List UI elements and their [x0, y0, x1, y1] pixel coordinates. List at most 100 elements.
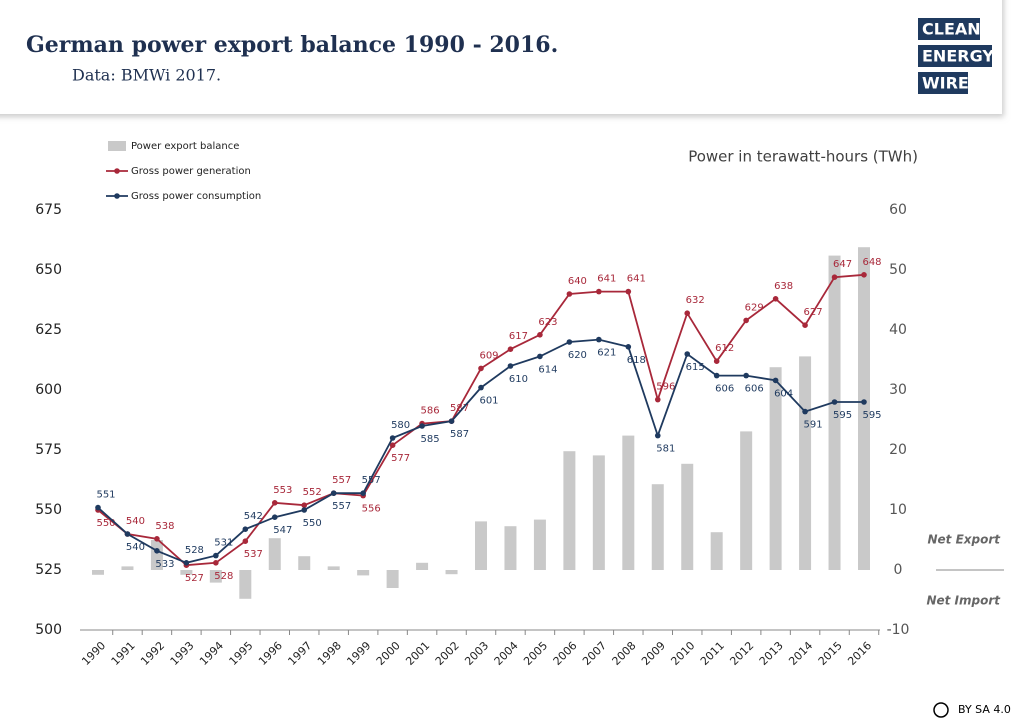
data-label: 542	[244, 511, 263, 522]
data-label: 615	[686, 362, 705, 373]
data-label: 587	[450, 403, 469, 414]
x-tick-label: 2011	[698, 639, 727, 668]
point	[330, 490, 337, 497]
bar	[180, 570, 193, 575]
data-label: 629	[745, 302, 764, 313]
data-label: 533	[155, 559, 174, 570]
logo-text: WIRE	[922, 74, 969, 93]
y-tick-label: 575	[35, 442, 62, 458]
data-label: 638	[774, 281, 793, 292]
y2-tick-label: -10	[887, 622, 910, 638]
data-label: 591	[804, 420, 823, 431]
data-label: 547	[273, 525, 292, 536]
data-label: 553	[273, 485, 292, 496]
x-tick-label: 1994	[197, 639, 226, 668]
x-tick-label: 2015	[816, 639, 845, 668]
bar	[769, 367, 782, 570]
logo-text: ENERGY	[922, 47, 994, 66]
x-tick-label: 2000	[374, 639, 403, 668]
data-label: 552	[303, 487, 322, 498]
point	[389, 442, 396, 449]
data-label: 606	[745, 384, 764, 395]
y-tick-label: 500	[35, 622, 62, 638]
bar	[298, 556, 311, 570]
bar	[828, 255, 841, 570]
bar	[445, 570, 458, 575]
bar	[740, 431, 753, 570]
bar	[239, 570, 252, 599]
data-label: 627	[804, 307, 823, 318]
data-label: 557	[332, 475, 351, 486]
point	[625, 288, 632, 295]
point	[213, 552, 219, 559]
x-tick-label: 2013	[757, 639, 786, 668]
point	[448, 418, 455, 425]
legend-label: Power export balance	[131, 141, 239, 152]
bar	[386, 570, 399, 588]
point	[478, 365, 484, 372]
point	[213, 560, 219, 566]
bar	[416, 562, 429, 570]
point	[389, 435, 396, 441]
point	[713, 372, 720, 379]
y2-tick-label: 30	[889, 382, 907, 398]
point	[566, 339, 573, 345]
point	[271, 514, 278, 520]
data-label: 538	[155, 521, 174, 532]
y2-tick-label: 50	[889, 262, 907, 278]
point	[360, 490, 366, 497]
data-label: 606	[715, 384, 734, 395]
y2-tick-label: 10	[889, 502, 907, 518]
chart-title: German power export balance 1990 - 2016.	[26, 32, 558, 58]
bar	[268, 538, 281, 570]
data-label: 647	[833, 259, 852, 270]
logo: CLEAN ENERGY WIRE	[918, 18, 994, 94]
legend-swatch	[114, 193, 120, 199]
bar	[357, 570, 370, 576]
bar	[209, 570, 222, 583]
x-tick-label: 2005	[521, 639, 550, 668]
x-tick-label: 2004	[492, 639, 521, 668]
data-label: 617	[509, 331, 528, 342]
data-label: 604	[774, 388, 793, 399]
point	[507, 346, 514, 353]
point	[183, 560, 190, 566]
data-label: 557	[332, 501, 351, 512]
y2-tick-label: 0	[894, 562, 903, 578]
y2-tick-label: 40	[889, 322, 907, 338]
data-label: 620	[568, 350, 587, 361]
cc-icon	[933, 702, 949, 718]
y-tick-label: 675	[35, 202, 62, 218]
bar	[563, 451, 576, 570]
bar	[858, 247, 870, 570]
point	[802, 322, 808, 329]
data-label: 641	[627, 274, 646, 285]
point	[802, 408, 808, 415]
point	[124, 531, 131, 537]
bar	[622, 435, 635, 570]
data-label: 618	[627, 355, 646, 366]
y-tick-label: 550	[35, 502, 62, 518]
data-label: 595	[862, 410, 881, 421]
x-tick-label: 2007	[580, 639, 609, 668]
x-tick-label: 1999	[344, 639, 373, 668]
point	[537, 332, 543, 338]
data-label: 596	[656, 382, 675, 393]
legend-label: Gross power consumption	[131, 191, 261, 202]
data-label: 527	[185, 573, 204, 584]
y-tick-label: 625	[35, 322, 62, 338]
data-label: 587	[450, 429, 469, 440]
data-label: 556	[362, 504, 381, 515]
x-tick-label: 1992	[138, 639, 167, 668]
point	[566, 291, 573, 297]
data-label: 610	[509, 374, 528, 385]
data-label: 632	[686, 295, 705, 306]
bar	[475, 521, 487, 570]
annotation: Net Import	[926, 594, 1001, 608]
point	[861, 399, 867, 405]
data-label: 614	[538, 364, 557, 375]
point	[301, 502, 308, 509]
point	[242, 538, 249, 544]
data-label: 595	[833, 410, 852, 421]
data-label: 551	[96, 490, 115, 501]
